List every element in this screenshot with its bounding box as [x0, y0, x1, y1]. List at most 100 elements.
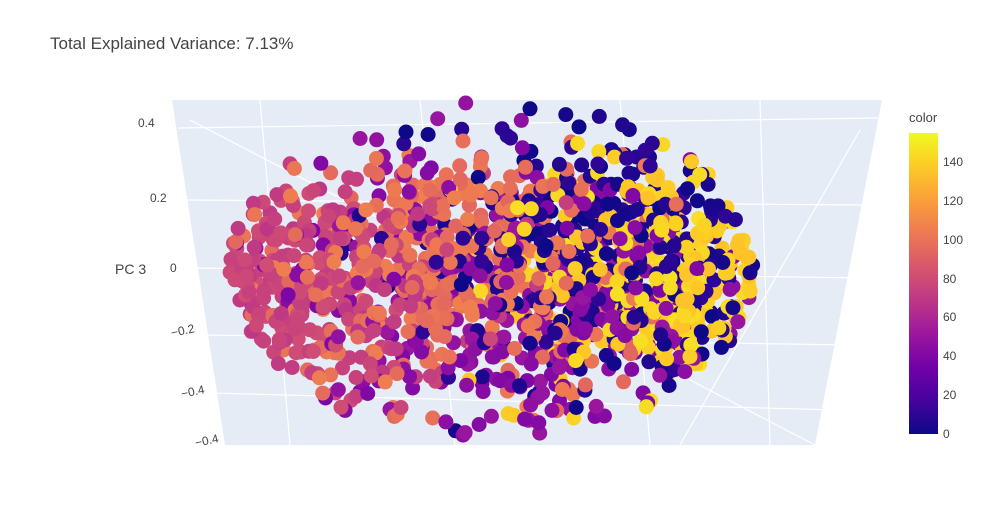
- scatter-point[interactable]: [532, 373, 548, 389]
- scatter-point[interactable]: [653, 327, 669, 343]
- scatter-point[interactable]: [474, 230, 490, 246]
- scatter-point[interactable]: [411, 146, 427, 162]
- scatter-point[interactable]: [558, 275, 574, 291]
- scatter-point[interactable]: [301, 203, 316, 219]
- scatter-point[interactable]: [580, 228, 596, 244]
- scatter-point[interactable]: [658, 196, 673, 212]
- scatter-point[interactable]: [362, 356, 378, 372]
- scatter-point[interactable]: [591, 144, 607, 160]
- scatter-point[interactable]: [684, 154, 699, 170]
- scatter-point[interactable]: [677, 364, 693, 380]
- scatter-point[interactable]: [442, 349, 457, 365]
- scatter-point[interactable]: [609, 274, 625, 289]
- scatter-point[interactable]: [638, 399, 654, 415]
- scatter-point[interactable]: [352, 131, 368, 146]
- scatter-point[interactable]: [439, 242, 455, 258]
- scatter-point[interactable]: [454, 121, 470, 137]
- scatter-point[interactable]: [355, 258, 371, 274]
- scatter-point[interactable]: [545, 256, 561, 272]
- scatter-point[interactable]: [475, 384, 491, 400]
- scatter-point[interactable]: [383, 236, 399, 252]
- scatter-point[interactable]: [715, 255, 731, 270]
- scatter-point[interactable]: [689, 261, 705, 277]
- scatter-point[interactable]: [615, 117, 631, 133]
- scatter-point[interactable]: [531, 271, 547, 287]
- scatter-point[interactable]: [538, 238, 554, 254]
- scatter-point[interactable]: [348, 388, 364, 404]
- scatter-point[interactable]: [484, 319, 500, 335]
- scatter-point[interactable]: [398, 124, 414, 140]
- scatter-point[interactable]: [341, 170, 357, 186]
- scatter-point[interactable]: [286, 248, 302, 264]
- scatter-point[interactable]: [400, 324, 416, 340]
- scatter-point[interactable]: [330, 329, 346, 345]
- scatter-point[interactable]: [396, 136, 412, 152]
- scatter-point[interactable]: [499, 128, 515, 144]
- scatter-point[interactable]: [659, 351, 674, 367]
- scatter-point[interactable]: [256, 333, 272, 349]
- scatter-point[interactable]: [625, 188, 641, 203]
- scatter-point[interactable]: [568, 400, 584, 415]
- scatter-point[interactable]: [393, 400, 409, 415]
- scatter-point[interactable]: [607, 149, 622, 165]
- scatter-point[interactable]: [259, 257, 275, 273]
- scatter-point[interactable]: [356, 244, 372, 260]
- scatter-point[interactable]: [577, 321, 593, 337]
- scatter-point[interactable]: [369, 132, 385, 148]
- scatter-point[interactable]: [471, 417, 487, 432]
- scatter-point[interactable]: [288, 345, 304, 361]
- scatter-point[interactable]: [237, 252, 253, 268]
- scatter-point[interactable]: [335, 360, 350, 376]
- scatter-point[interactable]: [459, 377, 475, 393]
- scatter-point[interactable]: [582, 282, 598, 298]
- scatter-point[interactable]: [542, 222, 558, 238]
- scatter-point[interactable]: [666, 238, 682, 254]
- scatter-points[interactable]: [222, 95, 761, 443]
- scatter-point[interactable]: [520, 318, 536, 334]
- scatter-point[interactable]: [439, 229, 455, 245]
- scatter-point[interactable]: [544, 402, 560, 418]
- scatter-point[interactable]: [680, 181, 695, 197]
- scatter-point[interactable]: [483, 190, 499, 206]
- scatter-point[interactable]: [711, 320, 727, 336]
- scatter-point[interactable]: [460, 211, 476, 227]
- scatter-point[interactable]: [457, 425, 473, 441]
- scatter-point[interactable]: [648, 271, 664, 287]
- scatter-point[interactable]: [559, 220, 575, 236]
- scatter-point[interactable]: [389, 366, 405, 382]
- scatter-point[interactable]: [348, 370, 364, 385]
- scatter-point[interactable]: [273, 305, 289, 321]
- scatter-point[interactable]: [455, 133, 471, 149]
- scatter-point[interactable]: [348, 221, 363, 237]
- scatter-point[interactable]: [727, 212, 743, 228]
- scatter-point[interactable]: [387, 182, 403, 198]
- scatter-point[interactable]: [679, 239, 694, 255]
- scatter-point[interactable]: [474, 214, 490, 229]
- scatter-point[interactable]: [487, 223, 502, 239]
- scatter-point[interactable]: [663, 253, 679, 269]
- scatter-point[interactable]: [523, 356, 539, 372]
- scatter-point[interactable]: [535, 385, 550, 401]
- scatter-point[interactable]: [675, 293, 691, 309]
- scatter-point[interactable]: [617, 328, 633, 344]
- scatter-point[interactable]: [632, 333, 648, 349]
- scatter-point[interactable]: [742, 283, 758, 299]
- scatter-point[interactable]: [442, 255, 458, 270]
- scatter-point[interactable]: [299, 269, 315, 285]
- scatter-point[interactable]: [573, 182, 589, 198]
- scatter-point[interactable]: [463, 187, 479, 203]
- scatter-point[interactable]: [287, 227, 303, 243]
- scatter-point[interactable]: [742, 265, 758, 281]
- scatter-point[interactable]: [473, 283, 488, 299]
- scatter-point[interactable]: [510, 200, 525, 216]
- scatter-point[interactable]: [629, 201, 645, 217]
- scatter-point[interactable]: [683, 337, 699, 353]
- scatter-point[interactable]: [335, 215, 351, 231]
- scatter-point[interactable]: [313, 275, 329, 291]
- scatter-point[interactable]: [245, 195, 261, 211]
- scatter-point[interactable]: [371, 305, 387, 321]
- scatter-point[interactable]: [507, 341, 523, 356]
- scatter-point[interactable]: [539, 289, 554, 305]
- scatter-point[interactable]: [496, 329, 512, 345]
- scatter-point[interactable]: [569, 229, 585, 245]
